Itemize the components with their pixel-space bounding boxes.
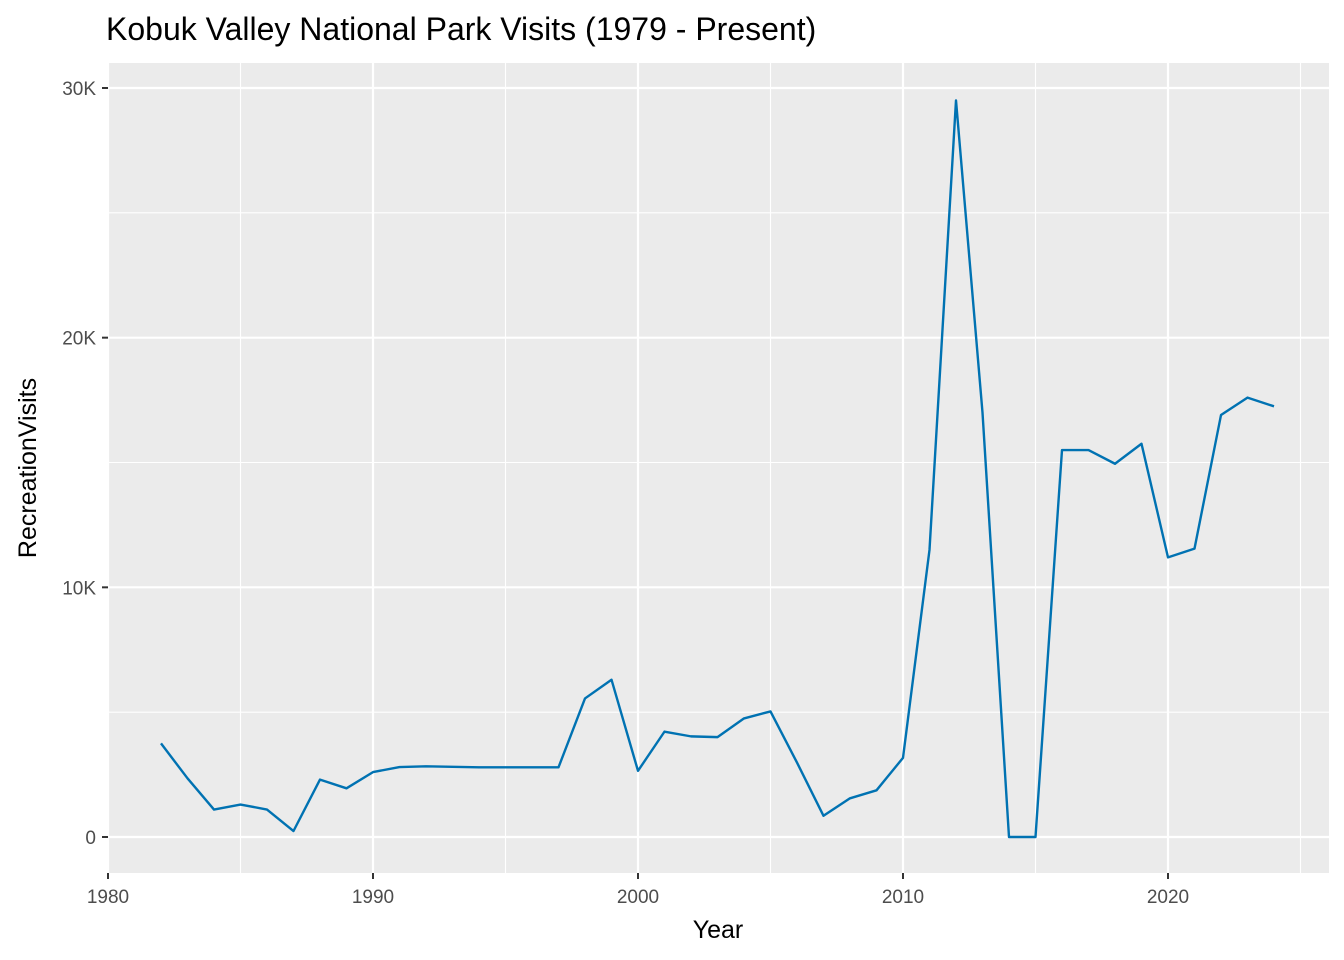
y-tick-label: 30K (62, 79, 96, 100)
y-axis-title: RecreationVisits (14, 378, 42, 558)
y-tick-label: 20K (62, 329, 96, 350)
plot-panel (108, 63, 1329, 873)
x-axis: 1980 1990 2000 2010 2020 (87, 873, 1189, 908)
x-tick-label: 2020 (1147, 887, 1189, 908)
x-axis-title: Year (693, 916, 744, 944)
y-tick-label: 10K (62, 578, 96, 599)
major-gridlines (106, 63, 1329, 873)
x-tick-label: 1990 (352, 887, 394, 908)
minor-gridlines (108, 63, 1329, 873)
y-axis: 0 10K 20K 30K (62, 79, 108, 849)
x-tick-label: 2010 (882, 887, 924, 908)
recreation-visits-line (160, 99, 1275, 839)
chart-title: Kobuk Valley National Park Visits (1979 … (106, 11, 816, 47)
x-tick-label: 1980 (87, 887, 129, 908)
y-tick-label: 0 (85, 828, 96, 849)
x-tick-label: 2000 (617, 887, 659, 908)
